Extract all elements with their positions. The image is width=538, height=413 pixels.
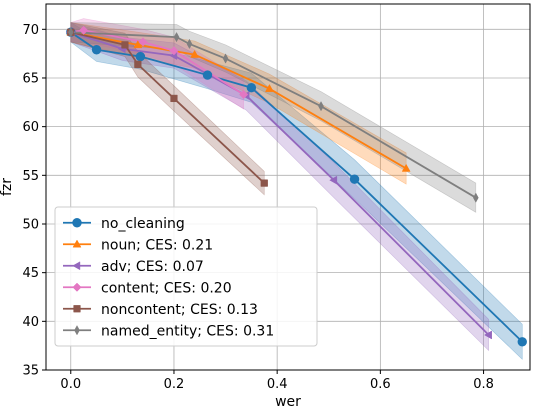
data-point <box>318 101 324 112</box>
y-axis-label: fzr <box>0 178 15 196</box>
data-point <box>484 330 492 340</box>
data-point <box>401 163 411 172</box>
y-tick-label: 35 <box>22 364 39 379</box>
data-point <box>517 337 527 347</box>
y-tick-label: 55 <box>22 169 39 184</box>
axis-ticks: 0.0 0.2 0.4 0.6 0.8 35 40 45 50 55 60 65 70 <box>22 23 493 392</box>
legend-marker <box>72 218 82 228</box>
y-tick-label: 60 <box>22 120 39 135</box>
legend-label: noncontent; CES: 0.13 <box>101 302 258 318</box>
data-point <box>260 179 268 187</box>
data-point <box>79 25 89 35</box>
x-tick-label: 0.6 <box>370 377 391 392</box>
y-tick-label: 50 <box>22 217 39 232</box>
series-line-5 <box>70 31 477 199</box>
data-point <box>246 83 257 93</box>
data-point <box>190 49 200 58</box>
data-point <box>329 175 338 185</box>
x-tick-label: 0.4 <box>267 377 288 392</box>
x-tick-label: 0.0 <box>60 377 81 392</box>
plot-frame <box>45 3 531 371</box>
data-point <box>134 60 142 68</box>
legend-marker <box>72 261 81 271</box>
x-tick-label: 0.8 <box>473 377 494 392</box>
legend-marker <box>72 239 82 248</box>
legend-label: noun; CES: 0.21 <box>101 237 213 253</box>
y-tick-label: 45 <box>22 266 39 281</box>
data-point <box>473 192 479 203</box>
data-point <box>202 70 213 80</box>
data-point <box>222 53 229 64</box>
data-point <box>138 37 148 47</box>
y-tick-label: 70 <box>22 23 39 38</box>
data-point <box>265 83 274 92</box>
series-markers <box>66 25 527 347</box>
legend-label: named_entity; CES: 0.31 <box>101 323 274 339</box>
data-point <box>133 40 143 49</box>
legend-marker <box>72 282 82 292</box>
error-band-2 <box>70 22 490 352</box>
legend-label: content; CES: 0.20 <box>101 280 232 296</box>
data-point <box>121 41 129 49</box>
data-point <box>239 89 249 100</box>
legend-marker <box>74 325 80 336</box>
data-point <box>169 46 179 56</box>
legend-label: no_cleaning <box>101 216 185 232</box>
y-tick-label: 65 <box>22 71 39 86</box>
data-point <box>173 31 180 43</box>
data-point <box>349 174 360 184</box>
data-point <box>91 45 102 55</box>
data-point <box>170 94 178 103</box>
y-tick-label: 40 <box>22 315 39 330</box>
legend-marker <box>73 305 81 313</box>
legend-box <box>54 206 318 347</box>
data-point <box>186 38 193 50</box>
legend: no_cleaning noun; CES: 0.21 adv; CES: 0.07… <box>54 206 318 347</box>
legend-label: adv; CES: 0.07 <box>101 259 204 275</box>
x-tick-label: 0.2 <box>164 377 185 392</box>
data-point <box>67 27 74 38</box>
data-point <box>135 51 146 62</box>
x-axis-label: wer <box>275 394 301 410</box>
